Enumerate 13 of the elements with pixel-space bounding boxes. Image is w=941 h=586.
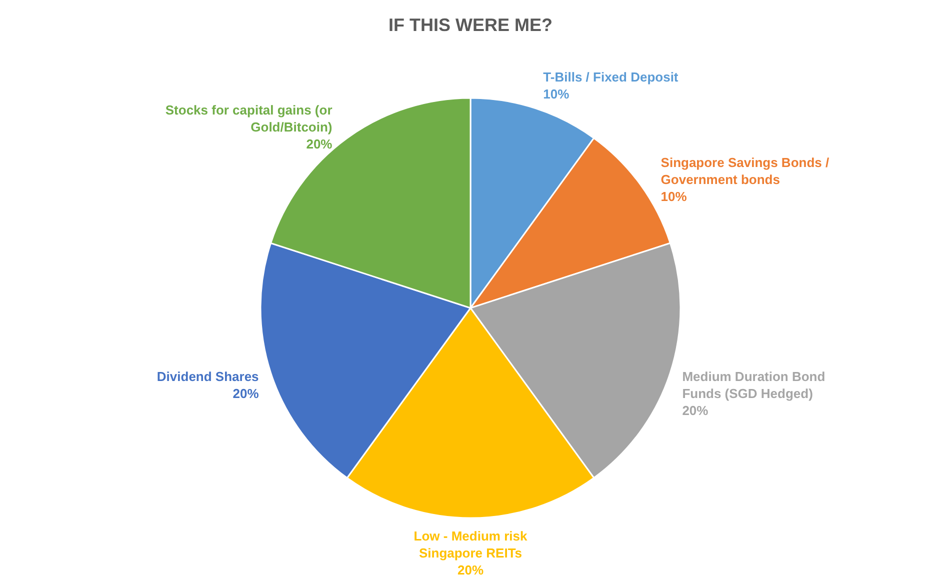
slice-label: Low - Medium risk Singapore REITs	[414, 528, 528, 561]
slice-label: Stocks for capital gains (or Gold/Bitcoin)	[165, 102, 332, 135]
data-label: 20%	[457, 562, 484, 578]
slice-label: T-Bills / Fixed Deposit	[543, 69, 679, 84]
data-label: 20%	[682, 402, 709, 418]
data-label: 20%	[232, 386, 260, 401]
slice-label: Medium Duration Bond Funds (SGD Hedged)	[682, 368, 826, 401]
data-label: 20%	[306, 136, 333, 152]
data-label: 10%	[660, 188, 688, 204]
slice-label: Dividend Shares	[156, 368, 259, 384]
data-label: 10%	[543, 86, 570, 102]
chart-title: IF THIS WERE ME?	[388, 15, 552, 35]
slice-label: Singapore Savings Bonds / Government bonds	[660, 154, 830, 187]
